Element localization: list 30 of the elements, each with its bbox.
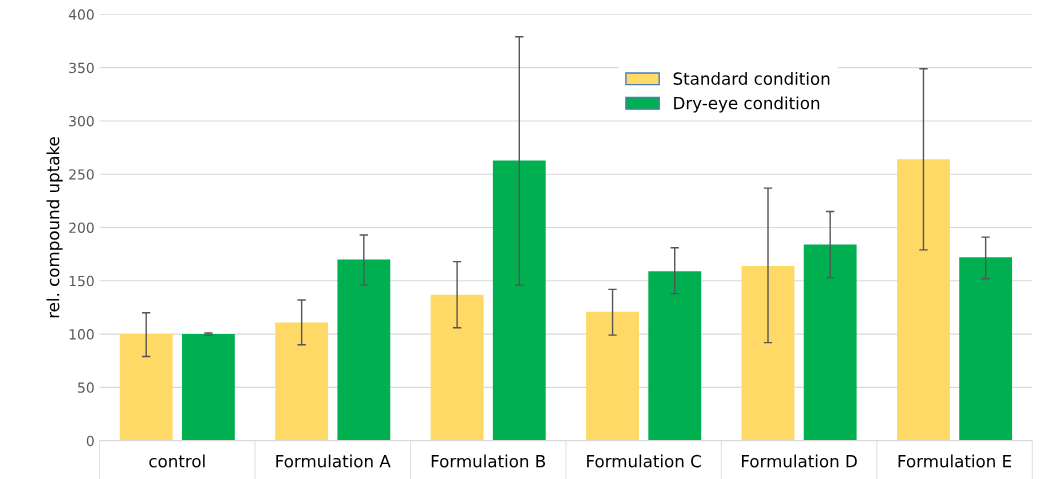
y-tick-label: 400 <box>68 9 94 20</box>
y-tick-label: 0 <box>86 435 94 447</box>
bar <box>430 294 484 441</box>
x-tick-label: Formulation A <box>276 454 391 468</box>
y-tick-label: 300 <box>69 115 94 127</box>
bar <box>648 271 702 441</box>
y-tick-label: 350 <box>69 62 94 74</box>
bar <box>741 265 795 441</box>
x-tick-label: Formulation C <box>587 454 701 468</box>
bar <box>119 334 173 441</box>
y-tick-label: 250 <box>69 169 94 180</box>
legend-label: Standard condition <box>673 72 830 85</box>
bar <box>803 244 857 441</box>
y-tick-label: 100 <box>69 329 94 340</box>
bar <box>897 159 950 441</box>
x-tick-label: Formulation B <box>431 454 546 468</box>
x-tick-label: control <box>149 454 205 468</box>
x-tick-label: Formulation D <box>742 454 857 468</box>
y-tick-label: 200 <box>69 222 94 233</box>
y-tick-label: 150 <box>69 275 94 287</box>
bar <box>181 334 235 441</box>
y-tick-label: 50 <box>78 382 94 393</box>
bar <box>337 259 391 441</box>
bar <box>586 311 639 441</box>
legend-label: Dry-eye condition <box>674 96 820 113</box>
y-axis-title: rel. compound uptake <box>46 137 63 318</box>
x-tick-label: Formulation E <box>898 454 1012 468</box>
bar <box>959 257 1013 441</box>
bar <box>492 160 546 441</box>
bar <box>275 322 329 441</box>
